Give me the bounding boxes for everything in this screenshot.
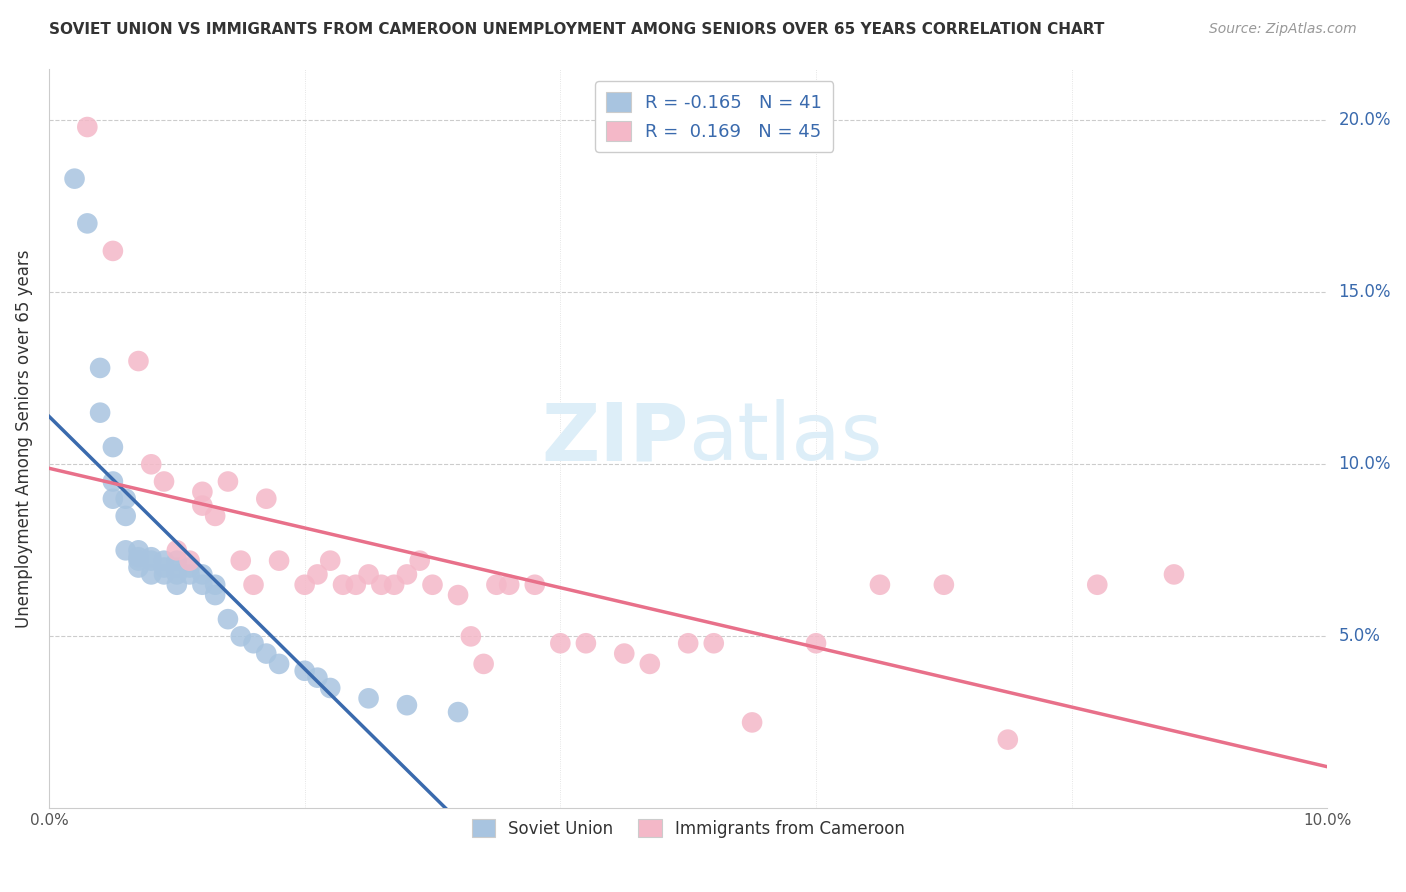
Text: 15.0%: 15.0% — [1339, 284, 1391, 301]
Point — [370, 578, 392, 592]
Point — [127, 543, 149, 558]
Point — [1163, 567, 1185, 582]
Point — [114, 508, 136, 523]
Point — [89, 406, 111, 420]
Point — [332, 578, 354, 592]
Point — [267, 657, 290, 671]
Point — [382, 578, 405, 592]
Point — [869, 578, 891, 592]
Point — [357, 567, 380, 582]
Point — [89, 360, 111, 375]
Point — [229, 629, 252, 643]
Text: atlas: atlas — [688, 400, 883, 477]
Point — [267, 554, 290, 568]
Point — [804, 636, 827, 650]
Point — [472, 657, 495, 671]
Point — [141, 458, 163, 472]
Point — [395, 567, 418, 582]
Point — [127, 354, 149, 368]
Point — [153, 554, 176, 568]
Point — [613, 647, 636, 661]
Point — [307, 567, 329, 582]
Point — [357, 691, 380, 706]
Point — [179, 554, 201, 568]
Point — [523, 578, 546, 592]
Point — [498, 578, 520, 592]
Point — [127, 550, 149, 565]
Point — [191, 578, 214, 592]
Point — [166, 543, 188, 558]
Point — [447, 705, 470, 719]
Point — [344, 578, 367, 592]
Point — [307, 671, 329, 685]
Point — [114, 543, 136, 558]
Point — [319, 554, 342, 568]
Point — [76, 120, 98, 134]
Point — [932, 578, 955, 592]
Point — [166, 567, 188, 582]
Text: 10.0%: 10.0% — [1339, 455, 1391, 474]
Point — [63, 171, 86, 186]
Point — [254, 647, 277, 661]
Point — [703, 636, 725, 650]
Point — [179, 560, 201, 574]
Point — [141, 567, 163, 582]
Point — [217, 612, 239, 626]
Text: Source: ZipAtlas.com: Source: ZipAtlas.com — [1209, 22, 1357, 37]
Point — [409, 554, 432, 568]
Point — [294, 578, 316, 592]
Y-axis label: Unemployment Among Seniors over 65 years: Unemployment Among Seniors over 65 years — [15, 249, 32, 628]
Point — [485, 578, 508, 592]
Point — [166, 554, 188, 568]
Point — [101, 244, 124, 258]
Point — [229, 554, 252, 568]
Point — [153, 567, 176, 582]
Point — [242, 636, 264, 650]
Point — [395, 698, 418, 713]
Point — [153, 475, 176, 489]
Point — [127, 560, 149, 574]
Point — [294, 664, 316, 678]
Point — [204, 578, 226, 592]
Point — [676, 636, 699, 650]
Point — [127, 554, 149, 568]
Text: 5.0%: 5.0% — [1339, 627, 1381, 646]
Point — [101, 440, 124, 454]
Point — [141, 550, 163, 565]
Point — [254, 491, 277, 506]
Point — [101, 475, 124, 489]
Point — [204, 508, 226, 523]
Text: SOVIET UNION VS IMMIGRANTS FROM CAMEROON UNEMPLOYMENT AMONG SENIORS OVER 65 YEAR: SOVIET UNION VS IMMIGRANTS FROM CAMEROON… — [49, 22, 1105, 37]
Point — [191, 499, 214, 513]
Point — [166, 560, 188, 574]
Point — [191, 484, 214, 499]
Text: 20.0%: 20.0% — [1339, 112, 1391, 129]
Point — [741, 715, 763, 730]
Point — [101, 491, 124, 506]
Point — [319, 681, 342, 695]
Point — [638, 657, 661, 671]
Point — [575, 636, 598, 650]
Point — [114, 491, 136, 506]
Legend: Soviet Union, Immigrants from Cameroon: Soviet Union, Immigrants from Cameroon — [465, 813, 911, 845]
Point — [460, 629, 482, 643]
Point — [204, 588, 226, 602]
Point — [997, 732, 1019, 747]
Point — [550, 636, 572, 650]
Point — [422, 578, 444, 592]
Point — [76, 216, 98, 230]
Point — [179, 567, 201, 582]
Point — [242, 578, 264, 592]
Point — [153, 560, 176, 574]
Point — [166, 578, 188, 592]
Point — [1085, 578, 1108, 592]
Point — [141, 554, 163, 568]
Text: ZIP: ZIP — [541, 400, 688, 477]
Point — [447, 588, 470, 602]
Point — [217, 475, 239, 489]
Point — [191, 567, 214, 582]
